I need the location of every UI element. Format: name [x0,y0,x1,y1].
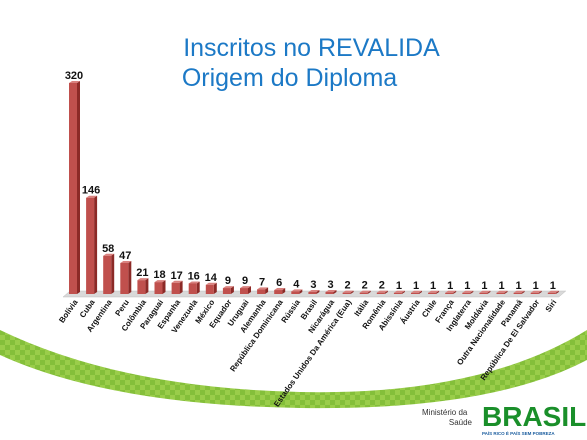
bar [171,280,183,294]
bar [411,290,422,294]
bar [137,278,149,294]
bar-value-label: 6 [276,277,282,289]
bar [257,287,269,294]
ministry-line-2: Saúde [448,418,472,427]
bar [462,290,474,294]
x-tick-label: Rússia [280,298,303,325]
brasil-logo: BRASIL PAÍS RICO É PAÍS SEM POBREZA [482,403,586,437]
bar-value-label: 21 [136,267,148,279]
bar [120,261,132,294]
bar-value-label: 14 [205,272,218,284]
bar [188,281,200,294]
bar-value-label: 1 [413,280,419,292]
bar [428,290,440,294]
x-tick-label: Bolívia [57,298,80,325]
bar-value-label: 1 [447,280,453,292]
bar-value-label: 3 [327,279,333,291]
chart-bars [69,81,559,294]
x-tick-label: Siri [544,298,559,314]
bar-value-label: 2 [345,280,351,292]
bar-value-label: 7 [259,276,265,288]
chart-title-line-2: Origem do Diploma [181,64,398,92]
bar [445,290,457,294]
bar [86,195,98,294]
bar [274,288,286,294]
bar [240,286,251,294]
chart-title-line-1: Inscritos no REVALIDA [183,34,440,62]
bar [359,290,371,294]
bar [496,290,508,294]
bar [342,290,354,294]
ministry-logo-text: Ministério da Saúde [422,408,478,428]
brasil-logo-word: BRASIL [482,401,587,432]
bar [547,290,559,294]
bar [325,290,337,294]
ministry-line-1: Ministério da [422,408,468,417]
bar-value-label: 18 [153,269,165,281]
bar [291,289,303,294]
bar [103,253,115,294]
bar [393,290,405,294]
bar [530,290,542,294]
bar [154,280,166,294]
bar-value-label: 2 [362,280,368,292]
bar [513,290,525,294]
bar-value-label: 58 [102,243,114,255]
bar-value-label: 9 [225,275,231,287]
bar [222,286,234,294]
footer-white-wave [0,355,587,440]
bar-value-label: 9 [242,275,248,287]
bar-value-label: 1 [481,280,487,292]
bar [308,290,320,294]
bar-value-label: 1 [464,280,470,292]
bar [376,290,388,294]
bar-value-label: 16 [188,270,200,282]
bar [69,81,80,294]
bar-value-label: 1 [430,280,436,292]
bar-value-label: 1 [516,280,522,292]
bar-value-label: 3 [310,279,316,291]
bar-value-label: 320 [65,70,83,82]
brasil-logo-slogan: PAÍS RICO É PAÍS SEM POBREZA [482,431,555,436]
bar [205,282,217,294]
bar-value-label: 4 [293,278,300,290]
bar-value-label: 1 [498,280,504,292]
bar-value-label: 1 [533,280,539,292]
bar-value-label: 2 [379,280,385,292]
bar [479,290,491,294]
bar-value-label: 146 [82,185,100,197]
bar-value-label: 1 [396,280,402,292]
bar-value-label: 17 [170,270,182,282]
bar-value-label: 1 [550,280,556,292]
bar-value-label: 47 [119,250,131,262]
